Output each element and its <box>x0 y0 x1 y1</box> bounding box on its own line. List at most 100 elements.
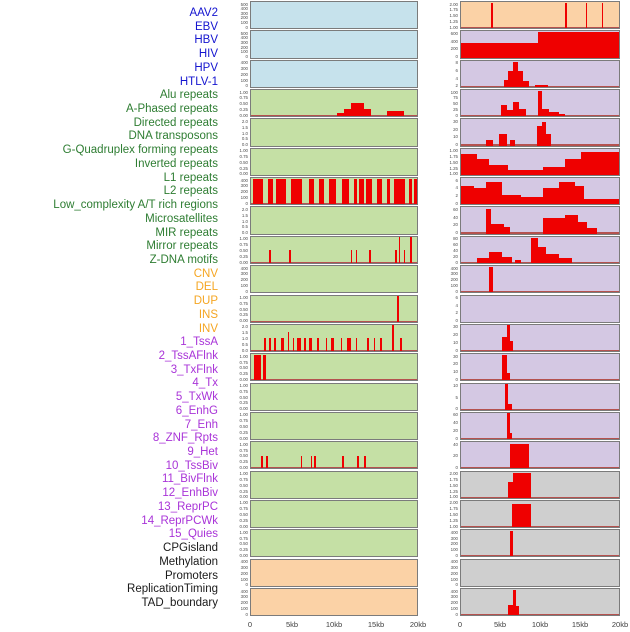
track-left-8[interactable] <box>250 235 418 264</box>
track-right-17[interactable] <box>460 499 620 529</box>
track-left-5[interactable] <box>250 147 418 176</box>
track-bar <box>473 188 487 205</box>
track-bar <box>546 134 552 146</box>
track-left-2[interactable] <box>250 59 418 88</box>
track-right-16[interactable] <box>460 470 620 499</box>
track-bar <box>289 250 291 263</box>
track-right-8[interactable] <box>460 235 620 264</box>
track-bar <box>363 455 366 469</box>
track-bar <box>274 338 276 352</box>
track-left-6[interactable] <box>250 177 418 206</box>
track-bar <box>543 167 566 175</box>
track-right-12[interactable] <box>460 353 620 382</box>
track-baseline <box>461 555 619 557</box>
track-bar <box>357 109 371 117</box>
track-right-9[interactable] <box>460 265 620 294</box>
track-bar <box>357 455 359 469</box>
track-right-4[interactable] <box>460 118 620 147</box>
track-right-3[interactable] <box>460 89 620 118</box>
track-left-19[interactable] <box>250 558 418 587</box>
track-bar <box>350 250 353 263</box>
track-baseline <box>251 555 417 556</box>
track-bar <box>536 126 542 146</box>
row-label-hbv: HBV <box>194 34 218 47</box>
track-bar <box>502 354 507 381</box>
track-left-15[interactable] <box>250 441 418 470</box>
track-baseline <box>251 467 417 469</box>
track-bar <box>476 258 490 263</box>
row-label-ebv: EBV <box>194 20 218 33</box>
track-bar <box>304 338 306 352</box>
track-bar <box>290 178 303 205</box>
track-right-11[interactable] <box>460 323 620 353</box>
row-label-12-enhbiv: 12_EnhBiv <box>162 487 218 500</box>
track-left-4[interactable] <box>250 118 418 147</box>
track-bar <box>502 195 522 205</box>
track-bar <box>509 530 514 557</box>
track-left-16[interactable] <box>250 470 418 499</box>
track-left-12[interactable] <box>250 353 418 382</box>
track-right-1[interactable] <box>460 30 620 59</box>
track-left-10[interactable] <box>250 294 418 323</box>
track-baseline <box>251 409 417 410</box>
track-left-14[interactable] <box>250 411 418 441</box>
track-bar <box>541 109 550 117</box>
row-label-9-het: 9_Het <box>187 446 218 459</box>
track-baseline <box>461 379 619 381</box>
track-left-3[interactable] <box>250 89 418 118</box>
track-baseline <box>461 349 619 352</box>
track-left-7[interactable] <box>250 206 418 235</box>
track-bar <box>367 338 369 352</box>
row-label-promoters: Promoters <box>164 569 218 582</box>
track-left-13[interactable] <box>250 382 418 411</box>
track-bar <box>403 250 406 263</box>
track-bar <box>380 338 383 352</box>
track-left-17[interactable] <box>250 499 418 529</box>
row-label-mir-repeats: MIR repeats <box>155 226 218 239</box>
track-bar <box>505 384 509 410</box>
track-bar <box>506 325 510 352</box>
row-label-14-reprpcwk: 14_ReprPCWk <box>141 514 218 527</box>
track-right-14[interactable] <box>460 411 620 441</box>
track-right-7[interactable] <box>460 206 620 235</box>
track-left-9[interactable] <box>250 265 418 294</box>
track-right-20[interactable] <box>460 588 620 617</box>
track-right-18[interactable] <box>460 529 620 558</box>
x-tick-label: 15kb <box>571 620 589 630</box>
track-bar <box>269 250 271 263</box>
row-label-inverted-repeats: Inverted repeats <box>134 157 218 170</box>
track-bar <box>413 178 417 205</box>
track-right-13[interactable] <box>460 382 620 411</box>
row-label-replicationtiming: ReplicationTiming <box>127 583 218 596</box>
track-left-20[interactable] <box>250 588 418 617</box>
track-bar <box>489 252 503 263</box>
track-bar <box>252 178 263 205</box>
track-bar <box>264 338 266 352</box>
track-left-18[interactable] <box>250 529 418 558</box>
x-tick-label: 10kb <box>531 620 549 630</box>
row-label-del: DEL <box>195 281 218 294</box>
track-baseline <box>461 437 619 440</box>
track-bar <box>543 188 559 205</box>
x-tick-label: 20kb <box>611 620 629 630</box>
track-baseline <box>251 349 417 352</box>
track-right-15[interactable] <box>460 441 620 470</box>
track-left-1[interactable] <box>250 30 418 59</box>
track-bar <box>393 178 406 205</box>
track-bar <box>329 178 336 205</box>
track-left-0[interactable] <box>250 1 418 30</box>
track-right-6[interactable] <box>460 177 620 206</box>
track-right-0[interactable] <box>460 1 620 30</box>
track-bar <box>486 181 503 205</box>
track-right-19[interactable] <box>460 558 620 587</box>
track-right-5[interactable] <box>460 147 620 176</box>
track-bar <box>260 455 263 469</box>
x-tick-label: 10kb <box>325 620 343 630</box>
track-bar <box>461 153 477 175</box>
track-right-10[interactable] <box>460 294 620 323</box>
track-bar <box>509 432 512 440</box>
track-left-11[interactable] <box>250 323 418 353</box>
track-right-2[interactable] <box>460 59 620 88</box>
left-panel-y-tick-column: 500 400 300 200 100 0 500 400 300 200 100 0 400 300 20… <box>239 1 248 617</box>
